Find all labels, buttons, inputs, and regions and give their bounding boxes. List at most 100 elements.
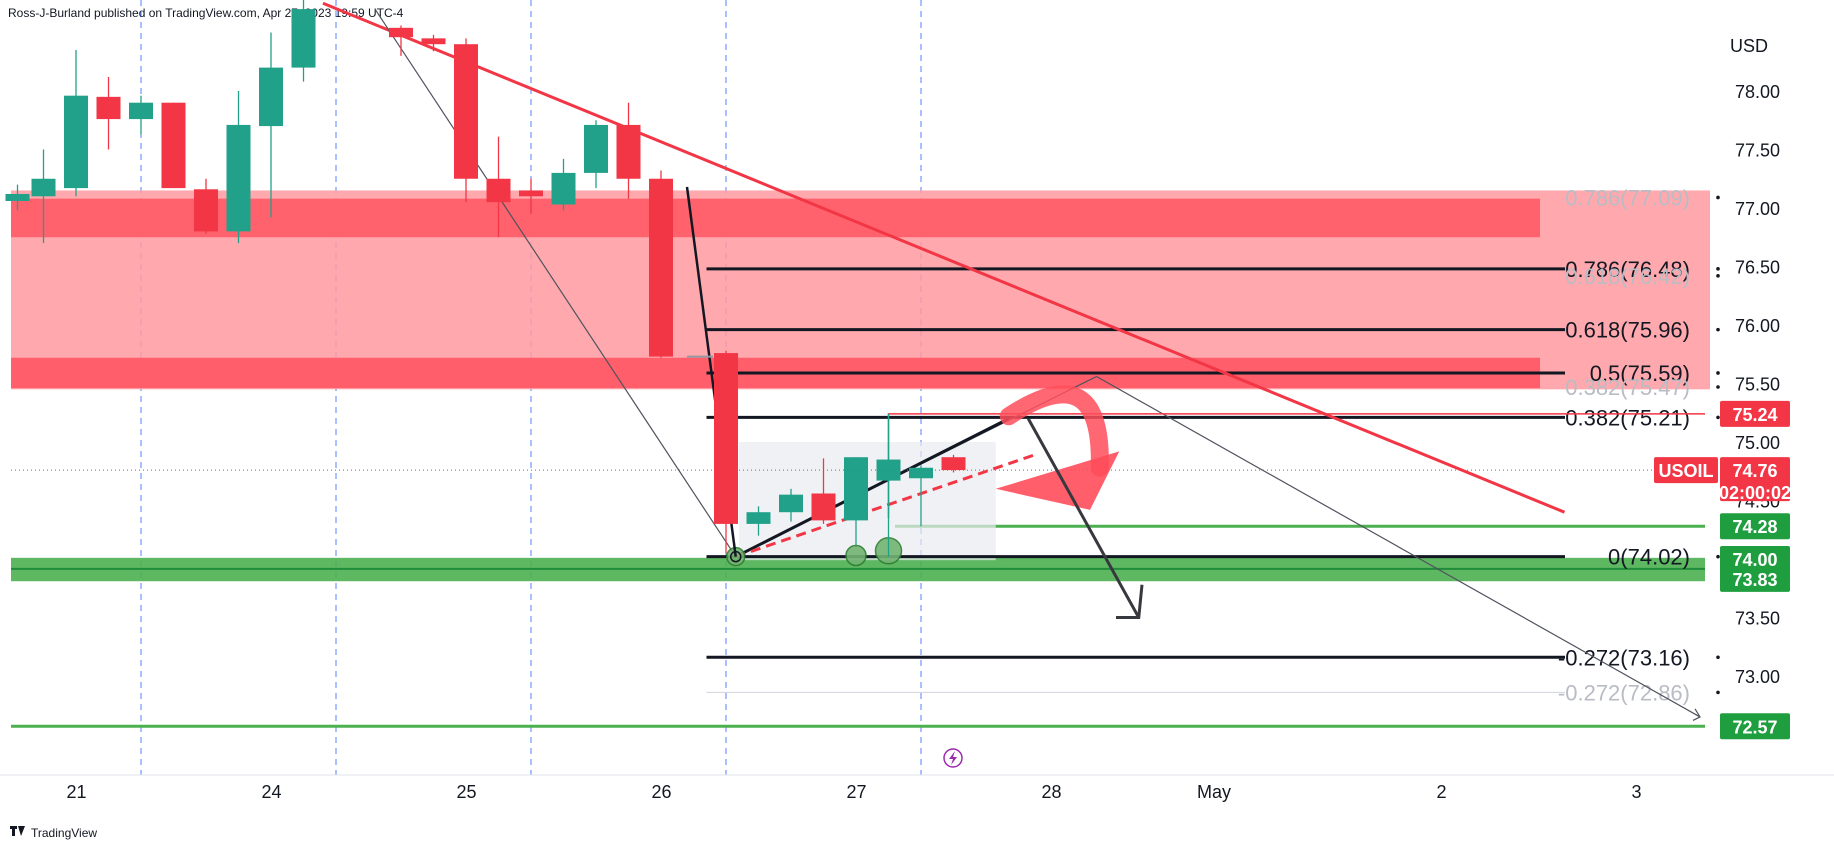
fib-dot-6 (1716, 415, 1720, 420)
candle-body-19 (714, 353, 738, 524)
candle-body-14 (519, 190, 543, 197)
fib-label-3: 0.618(75.96) (1565, 318, 1690, 343)
candle-body-12 (454, 44, 478, 179)
lightning-icon[interactable] (943, 748, 963, 768)
date-tick-8: 3 (1631, 782, 1641, 802)
fibonacci-levels: 0.786(77.09) 0.786(76.48)0.618(76.42) 0.61… (706, 185, 1720, 705)
candle-body-17 (616, 124, 641, 179)
fib-label-5: 0.382(75.47) (1565, 375, 1690, 400)
candle-body-4 (129, 102, 153, 120)
price-tick-10: 73.00 (1735, 667, 1780, 687)
price-badge-0-bg (1720, 400, 1790, 427)
candle-body-24 (876, 459, 901, 481)
candlestick-series (5, 0, 1705, 557)
symbol-label: USOIL (1658, 461, 1713, 481)
projection-arrow-head (1116, 584, 1144, 619)
fib-label-7: 0(74.02) (1608, 545, 1690, 570)
candle-body-20 (746, 512, 771, 524)
fib-dot-2 (1716, 274, 1720, 278)
price-axis[interactable]: 78.0077.5077.0076.5076.0075.5075.0074.50… (1735, 82, 1780, 687)
price-tick-0: 78.00 (1735, 82, 1780, 102)
price-badge-0-text-0: 75.24 (1732, 405, 1777, 425)
resistance-band-top (11, 198, 1540, 238)
currency-label: USD (1730, 36, 1768, 56)
candle-body-16 (584, 124, 608, 173)
current-price-badge-text-0: 74.76 (1732, 461, 1777, 481)
date-tick-1: 24 (261, 782, 281, 802)
fib-label-4: 0.5(75.59) (1590, 361, 1690, 386)
fib-dot-9 (1716, 690, 1720, 695)
price-badge-4-bg (1720, 713, 1790, 740)
projection-arrows (995, 385, 1701, 721)
swing-low-marker-1 (845, 544, 867, 567)
fib-dot-7 (1716, 554, 1720, 559)
fib-label-9: -0.272(72.86) (1558, 680, 1690, 705)
candle-body-7 (226, 124, 251, 232)
fib-label-1: 0.786(76.48) (1565, 257, 1690, 282)
price-badge-4-text-0: 72.57 (1732, 717, 1777, 737)
candle-body-11 (421, 38, 446, 45)
price-tick-1: 77.50 (1735, 141, 1780, 161)
curved-arrow-head (995, 451, 1120, 510)
date-tick-7: 2 (1436, 782, 1446, 802)
fib-dot-4 (1716, 371, 1720, 375)
candle-body-8 (259, 67, 283, 127)
candle-body-0 (5, 193, 30, 201)
candle-body-18 (649, 178, 673, 357)
fib-dot-5 (1716, 385, 1720, 389)
candle-body-13 (486, 178, 511, 203)
date-tick-3: 26 (651, 782, 671, 802)
price-badge-2-bg (1720, 546, 1790, 572)
fib-label-6: 0.382(75.21) (1565, 405, 1690, 430)
price-badge-3-bg (1720, 565, 1790, 592)
date-tick-2: 25 (456, 782, 476, 802)
price-badge-2-text-0: 74.00 (1732, 550, 1777, 570)
candle-body-1 (31, 178, 56, 197)
price-badge-1-bg (1720, 513, 1790, 540)
curved-down-arrow (999, 385, 1109, 477)
candle-body-23 (844, 457, 868, 521)
date-tick-0: 21 (66, 782, 86, 802)
fib-dot-0 (1716, 195, 1720, 200)
price-badge-1-text-0: 74.28 (1732, 517, 1777, 537)
fib-dot-8 (1716, 655, 1720, 660)
rising-wedge-lower (735, 452, 1039, 559)
tradingview-brand: TradingView (31, 826, 97, 840)
current-price-badge-text-1: 02:00:02 (1719, 483, 1791, 503)
current-price-badge-bg (1720, 457, 1790, 502)
date-tick-4: 27 (846, 782, 866, 802)
guide-line-right (1096, 375, 1701, 718)
date-tick-5: 28 (1041, 782, 1061, 802)
guide-arrow-head (1692, 708, 1701, 721)
candle-body-21 (779, 494, 803, 513)
candle-body-6 (194, 189, 218, 232)
candle-body-26 (941, 457, 966, 471)
price-tick-2: 77.00 (1735, 199, 1780, 219)
candle-body-9 (291, 9, 316, 68)
guide-line-left (374, 8, 737, 557)
price-tick-6: 75.00 (1735, 433, 1780, 453)
price-tick-5: 75.50 (1735, 375, 1780, 395)
price-tick-9: 73.50 (1735, 609, 1780, 629)
descending-trendline (322, 1, 1566, 514)
fib-dot-3 (1716, 327, 1720, 332)
fib-label-0: 0.786(77.09) (1565, 185, 1690, 210)
candle-body-2 (64, 95, 88, 189)
candle-body-25 (909, 467, 933, 479)
candle-body-3 (96, 96, 121, 120)
fib-label-2: 0.618(76.42) (1565, 264, 1690, 289)
candle-body-15 (551, 172, 576, 205)
date-tick-6: May (1197, 782, 1231, 802)
fib-dot-1 (1716, 267, 1720, 271)
time-axis[interactable]: 21 24 25 26 27 28 May 2 3 (66, 782, 1641, 802)
price-badge-3-text-0: 73.83 (1732, 570, 1777, 590)
candle-body-5 (161, 102, 186, 189)
candle-body-10 (389, 27, 413, 38)
projection-arrow-line (1026, 417, 1141, 619)
price-tick-4: 76.00 (1735, 316, 1780, 336)
tradingview-logo-icon[interactable] (10, 826, 25, 836)
fib-label-8: -0.272(73.16) (1558, 645, 1690, 670)
